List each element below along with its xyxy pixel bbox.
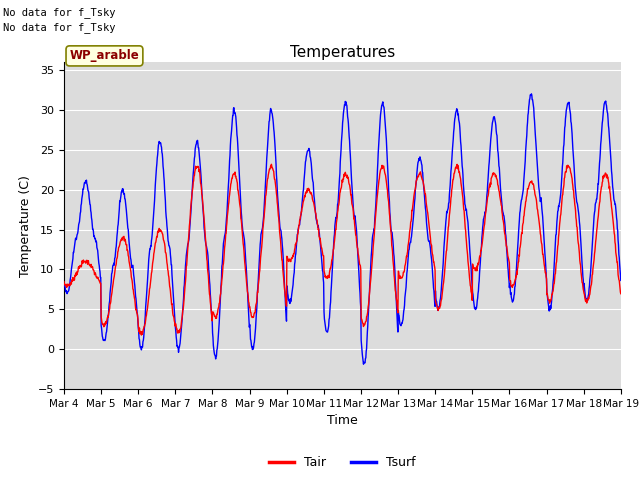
Text: No data for f_Tsky: No data for f_Tsky [3, 7, 116, 18]
Title: Temperatures: Temperatures [290, 45, 395, 60]
Legend: Tair, Tsurf: Tair, Tsurf [264, 451, 420, 474]
X-axis label: Time: Time [327, 414, 358, 427]
Text: WP_arable: WP_arable [70, 49, 140, 62]
Text: No data for f_Tsky: No data for f_Tsky [3, 22, 116, 33]
Y-axis label: Temperature (C): Temperature (C) [19, 175, 33, 276]
